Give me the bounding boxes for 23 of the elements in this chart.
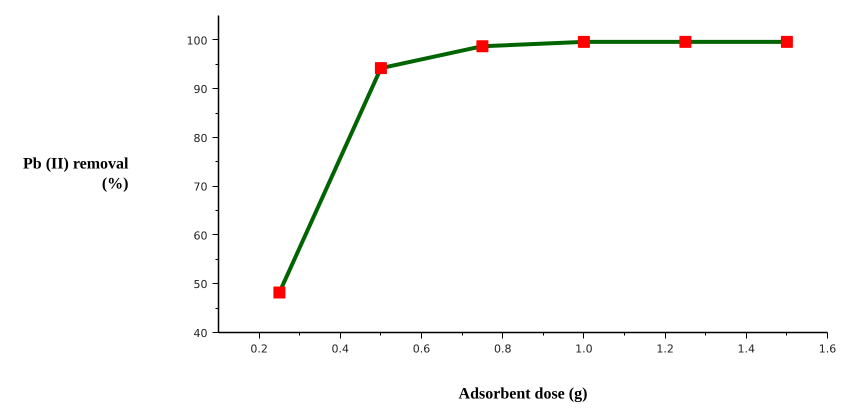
x-tick-label: 0.8	[494, 342, 512, 356]
x-tick-label: 1.2	[656, 342, 674, 356]
x-tick-label: 1.4	[738, 342, 756, 356]
x-tick-label: 0.6	[412, 342, 430, 356]
y-tick-label: 50	[194, 278, 208, 292]
y-tick-label: 80	[194, 132, 208, 145]
y-tick-label: 70	[194, 180, 208, 194]
y-tick-label: 90	[194, 83, 208, 96]
y-tick-label: 40	[194, 327, 208, 340]
y-tick-label: 60	[194, 229, 208, 242]
x-tick-label: 1.6	[818, 342, 836, 356]
x-axis-title: Adsorbent dose (g)	[458, 386, 588, 402]
point	[679, 36, 692, 48]
point	[780, 36, 793, 48]
x-tick-label: 0.2	[250, 342, 268, 356]
point	[578, 36, 590, 48]
point	[476, 40, 488, 52]
point	[374, 62, 387, 74]
x-tick-label: 0.4	[332, 342, 350, 356]
point	[273, 286, 286, 299]
x-tick-label: 1.0	[575, 342, 593, 356]
y-axis-title: Pb (II) removal (%)	[23, 155, 130, 193]
y-tick-label: 100	[186, 34, 208, 48]
